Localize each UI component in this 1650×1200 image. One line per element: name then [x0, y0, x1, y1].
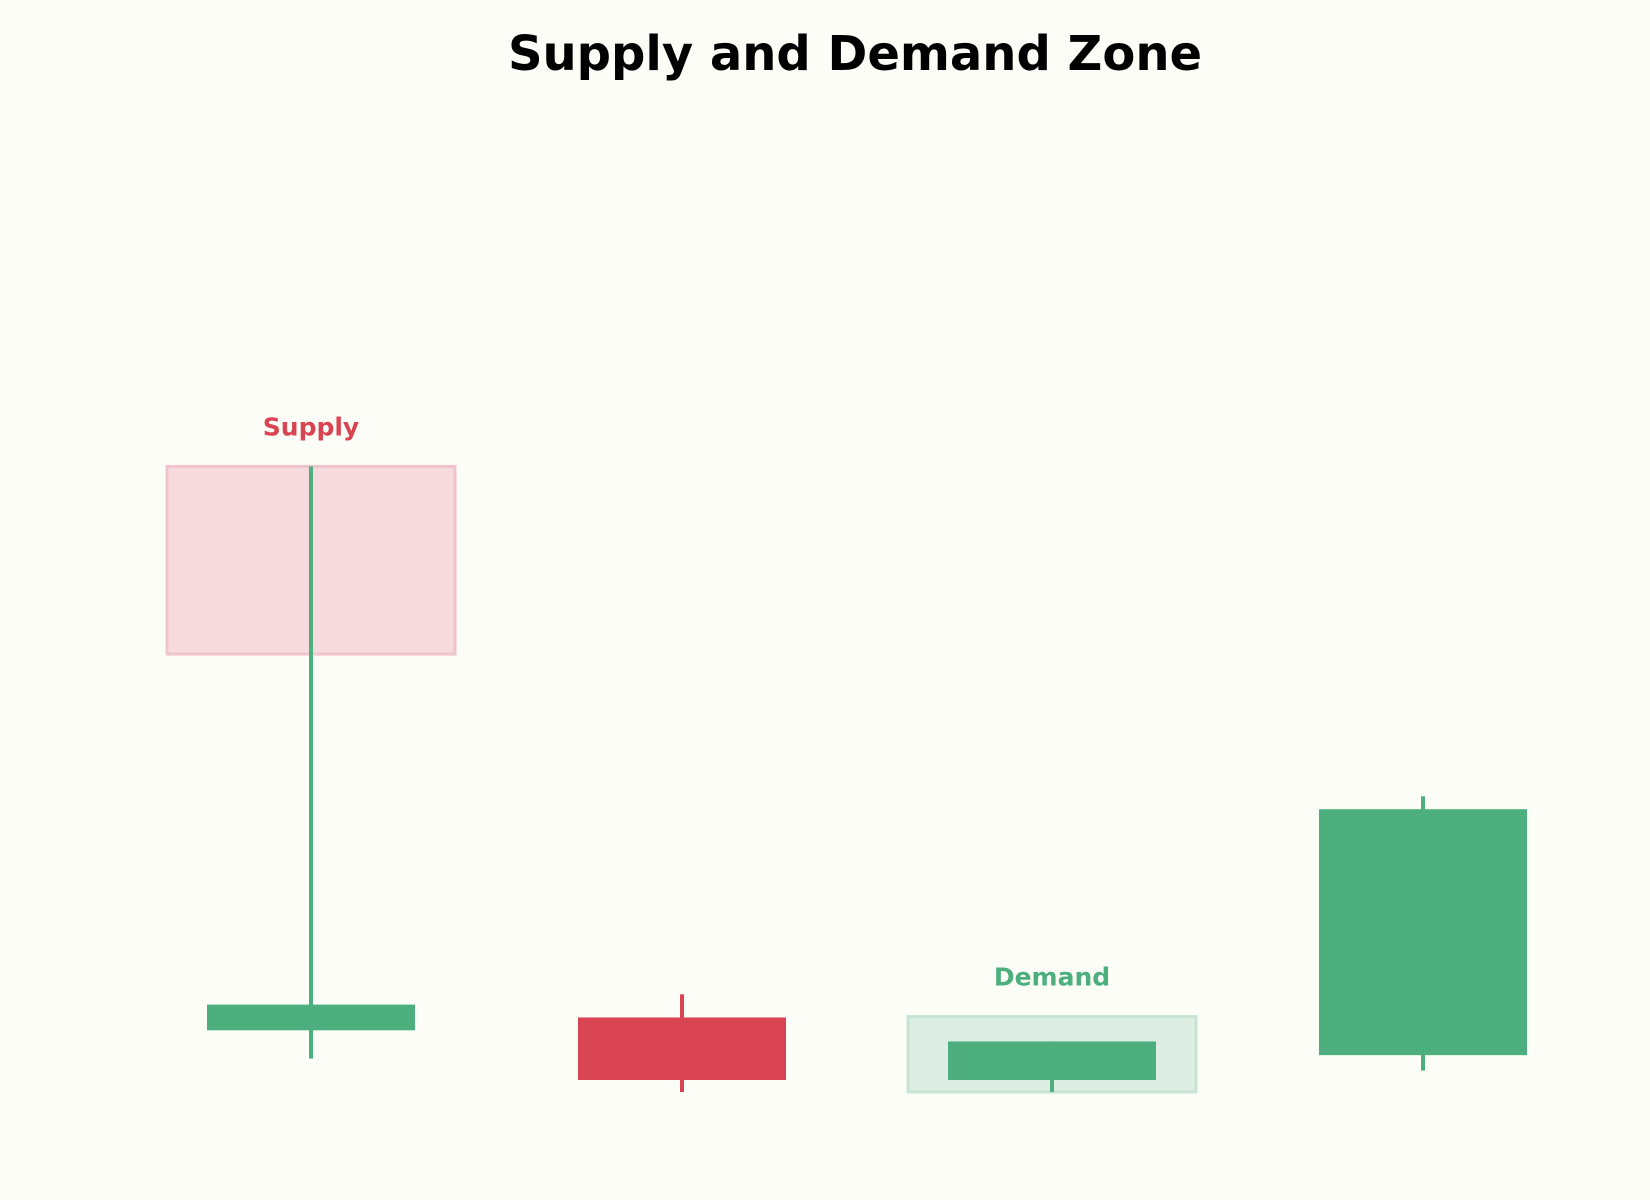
- demand-zone-label: Demand: [994, 963, 1110, 992]
- candle-3-body: [948, 1041, 1156, 1081]
- candle-4-body: [1319, 809, 1527, 1056]
- candle-2: [578, 994, 786, 1093]
- candle-1-wick: [309, 466, 313, 1059]
- candle-2-body: [578, 1017, 786, 1081]
- supply-zone-label: Supply: [263, 412, 359, 441]
- candle-1: [207, 466, 415, 1059]
- zone-labels-layer: Supply Demand: [263, 412, 1110, 991]
- candle-1-body: [207, 1004, 415, 1031]
- candles-layer: [207, 466, 1527, 1093]
- chart-title: Supply and Demand Zone: [507, 26, 1203, 82]
- candle-4: [1319, 796, 1527, 1071]
- candle-3: [948, 1041, 1156, 1093]
